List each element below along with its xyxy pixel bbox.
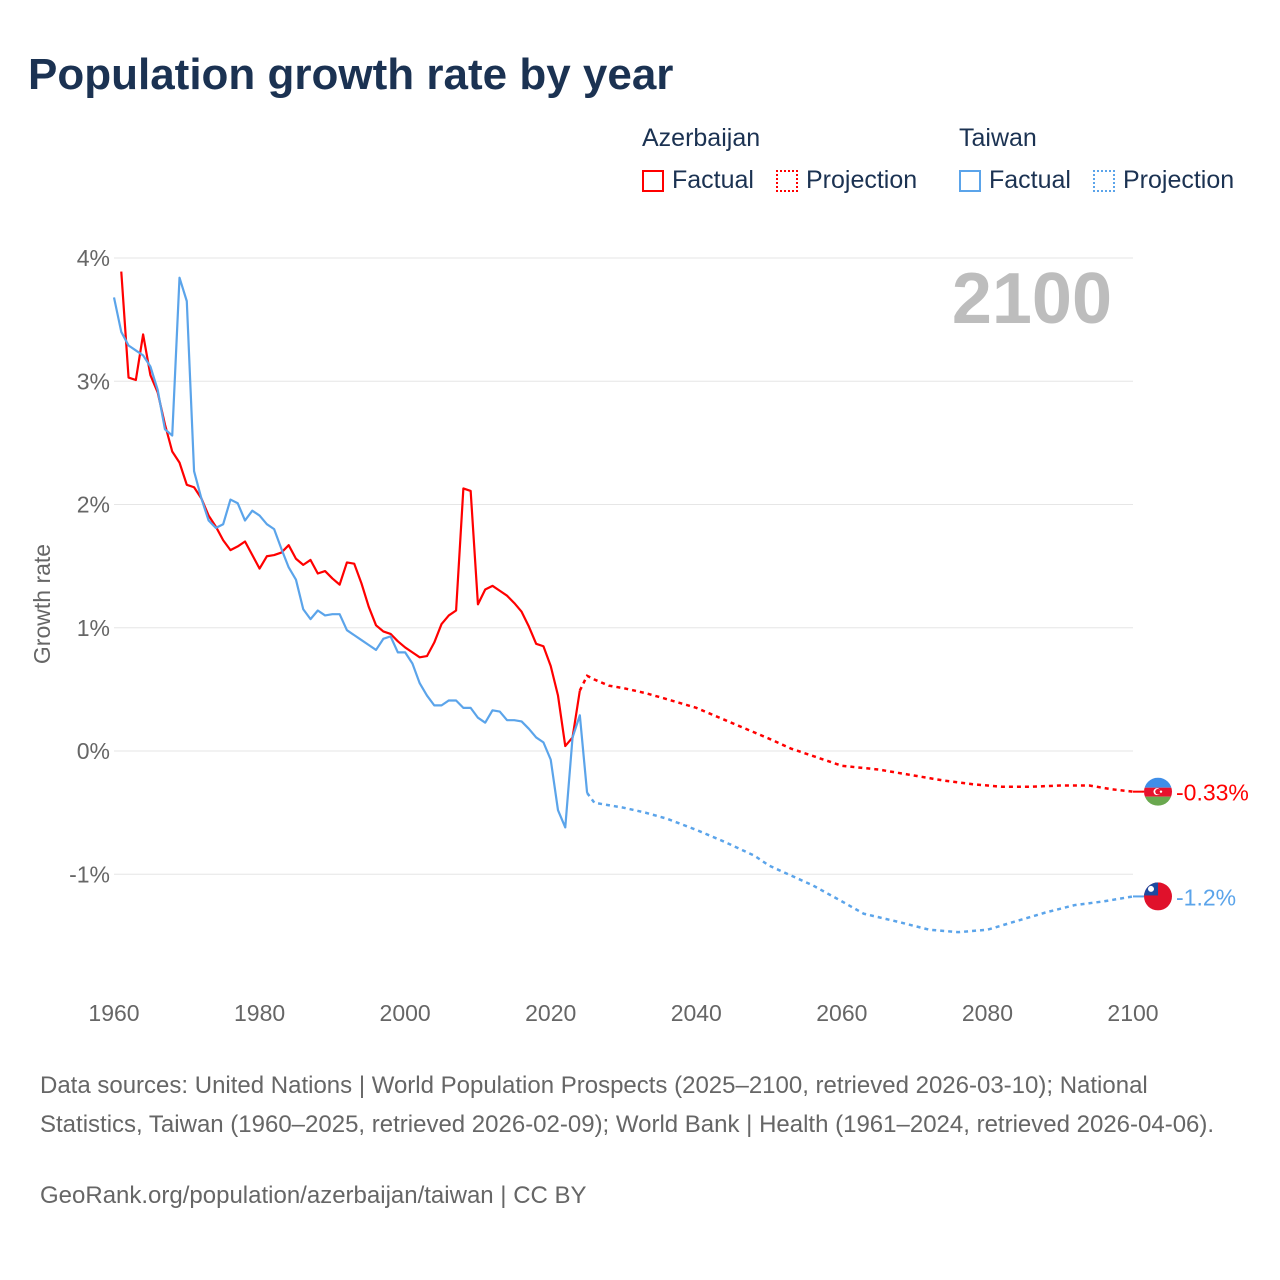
legend-azerbaijan-projection[interactable]: Projection	[776, 166, 917, 195]
legend-label: Factual	[672, 166, 754, 194]
legend-swatch-solid	[959, 169, 981, 192]
credit-link[interactable]: GeoRank.org/population/azerbaijan/taiwan…	[40, 1182, 587, 1209]
legend-group-taiwan: Taiwan	[959, 124, 1037, 152]
taiwan-flag-icon	[1144, 882, 1172, 911]
azerbaijan-factual-line	[120, 271, 581, 748]
azerbaijan-projection-line	[578, 674, 1134, 793]
y-axis-label: Growth rate	[29, 544, 55, 664]
y-tick-label: 2%	[77, 492, 110, 518]
x-tick-label: 2060	[816, 1000, 867, 1026]
x-tick-label: 2080	[962, 1000, 1013, 1026]
y-tick-label: 3%	[77, 368, 110, 394]
legend-label: Projection	[806, 166, 918, 194]
plot-area: 4% 3% 2% 1% 0% -1% 1960 1980 2000 2020 2040 2060 208…	[29, 245, 1249, 1026]
taiwan-factual-line	[112, 276, 589, 829]
legend-label: Projection	[1123, 166, 1235, 194]
x-tick-label: 2100	[1107, 1000, 1158, 1026]
data-sources: Data sources: United Nations | World Pop…	[40, 1072, 1215, 1138]
y-tick-label: 0%	[77, 738, 110, 764]
x-tick-label: 2000	[380, 1000, 431, 1026]
y-tick-label: 4%	[77, 245, 110, 271]
x-tick-label: 2020	[525, 1000, 576, 1026]
page-title: Population growth rate by year	[28, 50, 674, 99]
legend-swatch-dotted	[776, 169, 798, 192]
year-display: 2100	[952, 259, 1112, 339]
y-tick-label: -1%	[69, 861, 110, 887]
legend-label: Factual	[989, 166, 1071, 194]
legend-taiwan-factual[interactable]: Factual	[959, 166, 1071, 195]
x-tick-label: 1980	[234, 1000, 285, 1026]
legend-group-azerbaijan: Azerbaijan	[642, 124, 761, 152]
legend-swatch-solid	[642, 169, 664, 192]
x-tick-label: 1960	[88, 1000, 139, 1026]
x-tick-label: 2040	[671, 1000, 722, 1026]
legend-azerbaijan-factual[interactable]: Factual	[642, 166, 754, 195]
y-tick-label: 1%	[77, 615, 110, 641]
azerbaijan-end-label: -0.33%	[1176, 780, 1249, 806]
legend-taiwan-projection[interactable]: Projection	[1093, 166, 1234, 195]
taiwan-end-label: -1.2%	[1176, 884, 1236, 910]
azerbaijan-flag-icon	[1144, 777, 1172, 806]
taiwan-projection-line	[586, 792, 1134, 934]
legend-swatch-dotted	[1093, 169, 1115, 192]
